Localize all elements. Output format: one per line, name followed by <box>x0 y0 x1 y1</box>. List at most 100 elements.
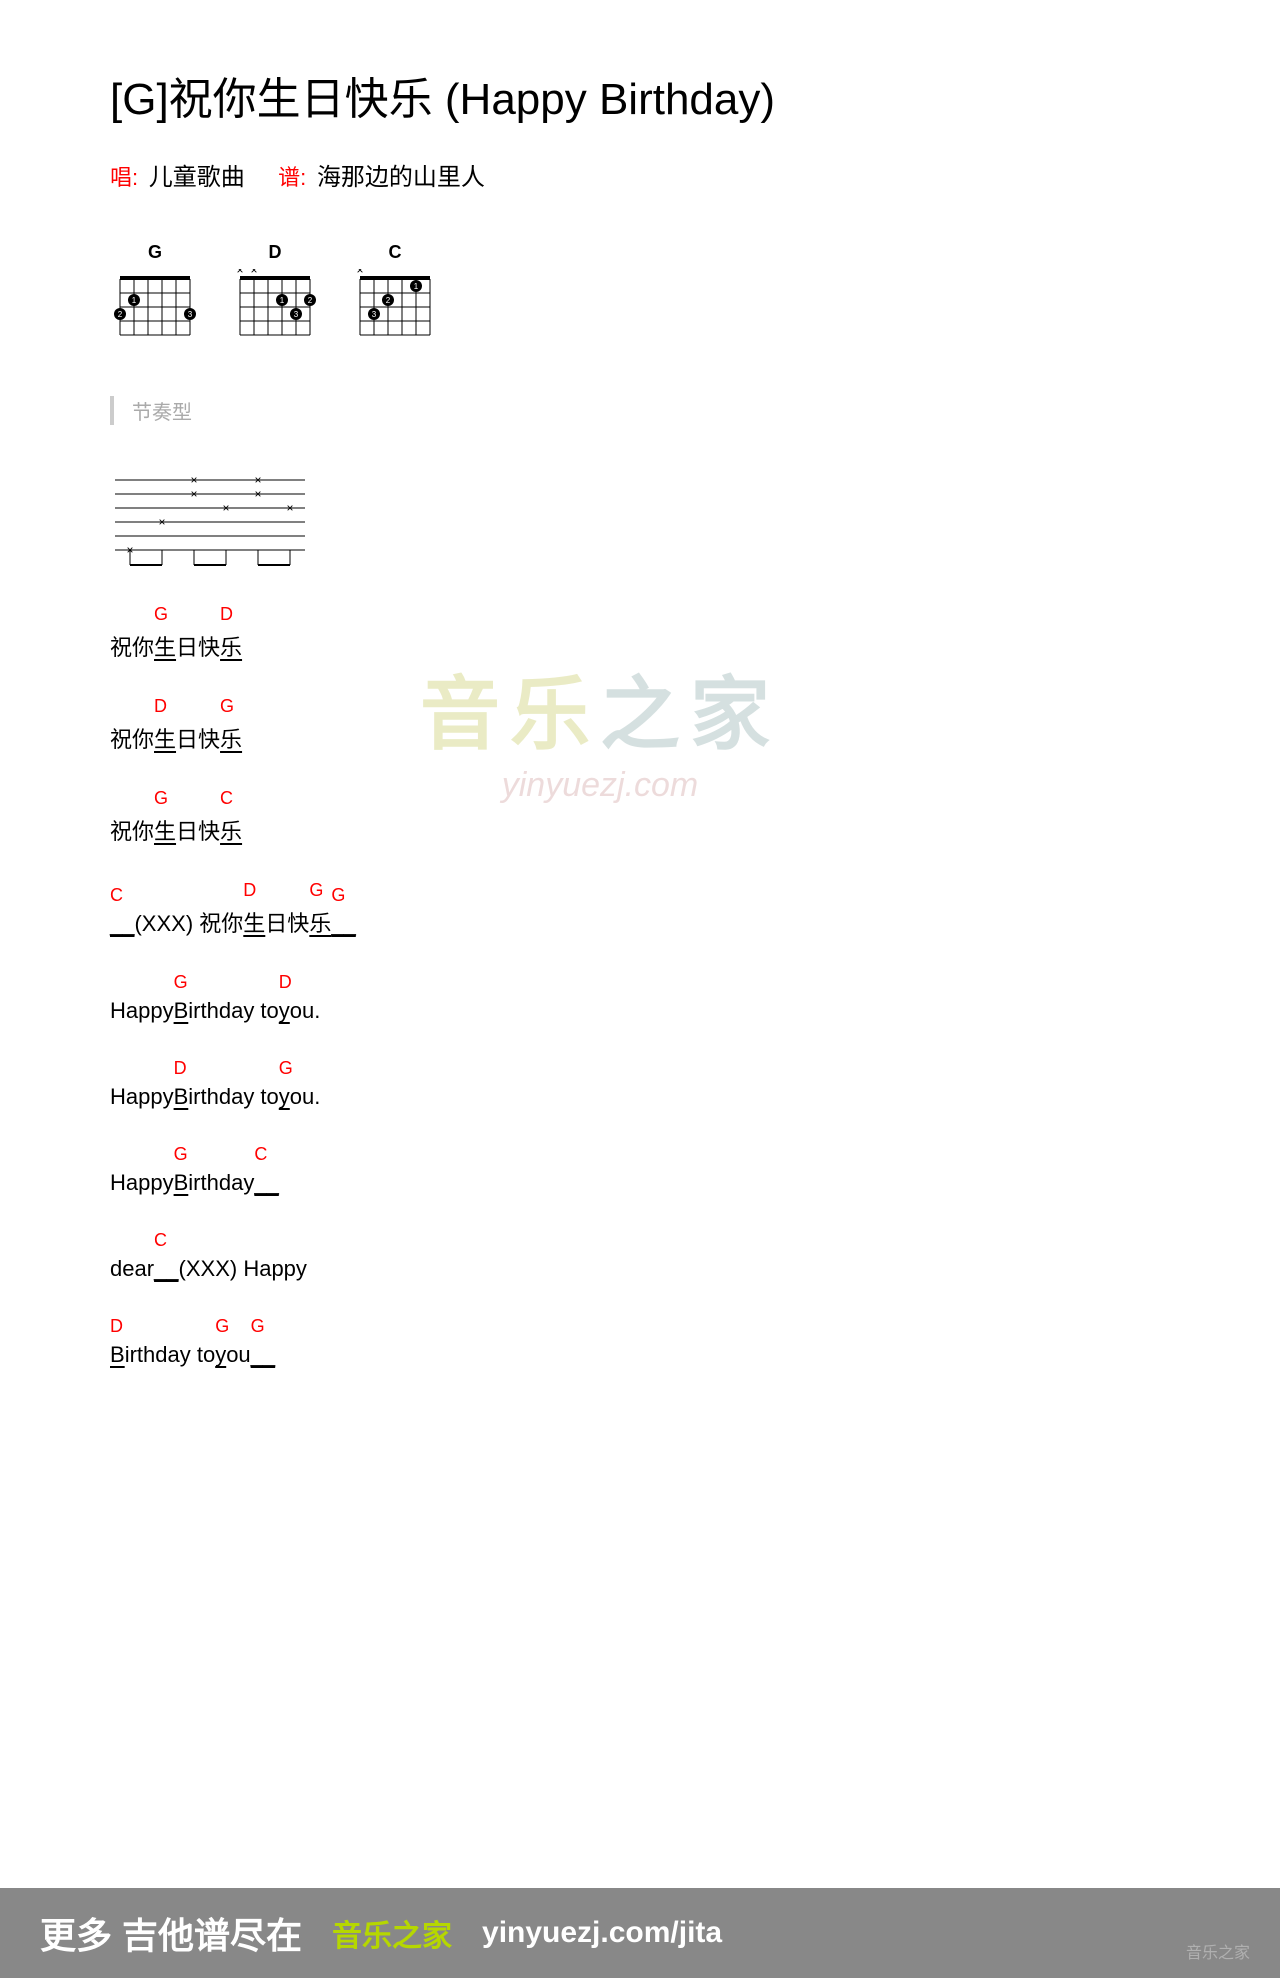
lyric-syllable: Happy <box>110 1084 174 1110</box>
lyric-syllable: (XXX) Happy <box>179 1256 307 1282</box>
chord-annotation: G <box>309 880 323 901</box>
footer: 更多 吉他谱尽在 音乐之家 yinyuezj.com/jita 音乐之家 <box>0 1888 1280 1978</box>
transcriber-label: 谱: <box>278 165 306 190</box>
lyric-syllable: irthday <box>188 1170 254 1196</box>
lyric-syllable: 祝你 <box>110 722 154 754</box>
lyric-line: 祝你生G日快乐D <box>110 630 1170 662</box>
svg-text:×: × <box>222 501 229 515</box>
chord-name-c: C <box>350 242 440 263</box>
singer-label: 唱: <box>110 165 138 190</box>
lyric-syllable: BD <box>174 1084 189 1110</box>
lyric-syllable: ou. <box>290 998 321 1024</box>
lyric-syllable: yD <box>279 998 290 1024</box>
footer-url: yinyuezj.com/jita <box>482 1916 722 1950</box>
chord-diagrams: G 213 D ××132 C ×321 <box>110 242 1170 346</box>
lyric-syllable: 日快 <box>176 630 220 662</box>
lyric-syllable: 祝你 <box>110 630 154 662</box>
lyric-syllable: Happy <box>110 1170 174 1196</box>
chord-grid-d-icon: × × 132 <box>230 269 320 341</box>
chord-annotation: G <box>215 1316 229 1337</box>
chord-grid-c-icon: ×321 <box>350 269 440 341</box>
lyric-line: Happy BGirthday to yDou. <box>110 998 1170 1024</box>
svg-text:2: 2 <box>386 296 391 305</box>
lyric-syllable: irthday to <box>188 998 279 1024</box>
svg-text:2: 2 <box>118 310 123 319</box>
lyric-syllable: yG <box>215 1342 226 1368</box>
lyric-syllable: 生D <box>243 906 265 938</box>
chord-diagram-c: C ×321 <box>350 242 440 346</box>
chord-annotation: D <box>174 1058 187 1079</box>
lyric-syllable: (XXX) 祝你 <box>134 906 243 938</box>
header: [G]祝你生日快乐 (Happy Birthday) 选调: G 唱: 儿童歌曲… <box>110 70 1170 192</box>
chord-annotation: G <box>154 604 168 625</box>
chord-annotation: G <box>251 1316 265 1337</box>
lyric-syllable: 日快 <box>176 814 220 846</box>
svg-text:×: × <box>254 487 261 501</box>
chord-annotation: C <box>254 1144 267 1165</box>
chord-annotation: G <box>331 885 345 906</box>
footer-more-text: 更多 吉他谱尽在 <box>40 1907 302 1959</box>
lyric-syllable: 乐G <box>309 906 331 938</box>
lyric-syllable: BG <box>174 1170 189 1196</box>
chord-name-d: D <box>230 242 320 263</box>
lyric-syllable: irthday to <box>125 1342 216 1368</box>
svg-text:×: × <box>190 473 197 487</box>
lyric-syllable: 日快 <box>265 906 309 938</box>
singer-name: 儿童歌曲 <box>149 164 245 191</box>
chord-annotation: D <box>279 972 292 993</box>
strumming-pattern: ×××××××× <box>110 465 1170 580</box>
chord-annotation: G <box>174 972 188 993</box>
svg-text:2: 2 <box>308 296 313 305</box>
lyric-line: 祝你生D日快乐G <box>110 722 1170 754</box>
svg-text:×: × <box>356 269 363 277</box>
lyric-line: __C (XXX) 祝你 生D日快乐G __G <box>110 906 1170 938</box>
chord-annotation: D <box>220 604 233 625</box>
chord-annotation: G <box>154 788 168 809</box>
chord-annotation: G <box>279 1058 293 1079</box>
chord-annotation: C <box>220 788 233 809</box>
lyric-syllable: 生G <box>154 814 176 846</box>
lyric-syllable: Happy <box>110 998 174 1024</box>
lyric-syllable: yG <box>279 1084 290 1110</box>
lyric-syllable: dear <box>110 1256 154 1282</box>
lyric-line: BDirthday to yGou __G <box>110 1342 1170 1368</box>
lyric-syllable: 乐C <box>220 814 242 846</box>
chord-annotation: G <box>174 1144 188 1165</box>
lyric-syllable: __C <box>254 1170 278 1196</box>
chord-annotation: D <box>243 880 256 901</box>
svg-text:3: 3 <box>294 310 299 319</box>
lyric-line: Happy BDirthday to yGou. <box>110 1084 1170 1110</box>
lyric-syllable: irthday to <box>188 1084 279 1110</box>
svg-text:1: 1 <box>280 296 285 305</box>
svg-text:×: × <box>158 515 165 529</box>
chord-diagram-g: G 21 3 <box>110 242 200 346</box>
chord-annotation: D <box>110 1316 123 1337</box>
lyric-syllable: 乐D <box>220 630 242 662</box>
lyric-syllable: ou <box>226 1342 250 1368</box>
chord-annotation: C <box>110 885 123 906</box>
transcriber-name: 海那边的山里人 <box>317 164 485 191</box>
song-title: [G]祝你生日快乐 (Happy Birthday) <box>110 70 860 129</box>
svg-text:3: 3 <box>372 310 377 319</box>
lyric-syllable: __C <box>154 1256 178 1282</box>
lyric-line: Happy BGirthday __C <box>110 1170 1170 1196</box>
svg-text:×: × <box>236 269 243 277</box>
lyric-line: 祝你生G日快乐C <box>110 814 1170 846</box>
svg-text:1: 1 <box>132 296 137 305</box>
lyric-syllable: BG <box>174 998 189 1024</box>
credits: 唱: 儿童歌曲 谱: 海那边的山里人 <box>110 157 1170 192</box>
footer-brand: 音乐之家 <box>332 1911 452 1955</box>
lyric-syllable: 生G <box>154 630 176 662</box>
lyric-syllable: __G <box>331 911 355 937</box>
lyric-syllable: ou. <box>290 1084 321 1110</box>
chord-annotation: C <box>154 1230 167 1251</box>
chord-diagram-d: D × × 132 <box>230 242 320 346</box>
chord-name-g: G <box>110 242 200 263</box>
lyric-syllable: __C <box>110 911 134 937</box>
rhythm-section-label: 节奏型 <box>110 396 1170 425</box>
chord-annotation: D <box>154 696 167 717</box>
svg-text:×: × <box>254 473 261 487</box>
lyric-syllable: 日快 <box>176 722 220 754</box>
svg-text:×: × <box>250 269 257 277</box>
svg-text:3: 3 <box>188 310 193 319</box>
